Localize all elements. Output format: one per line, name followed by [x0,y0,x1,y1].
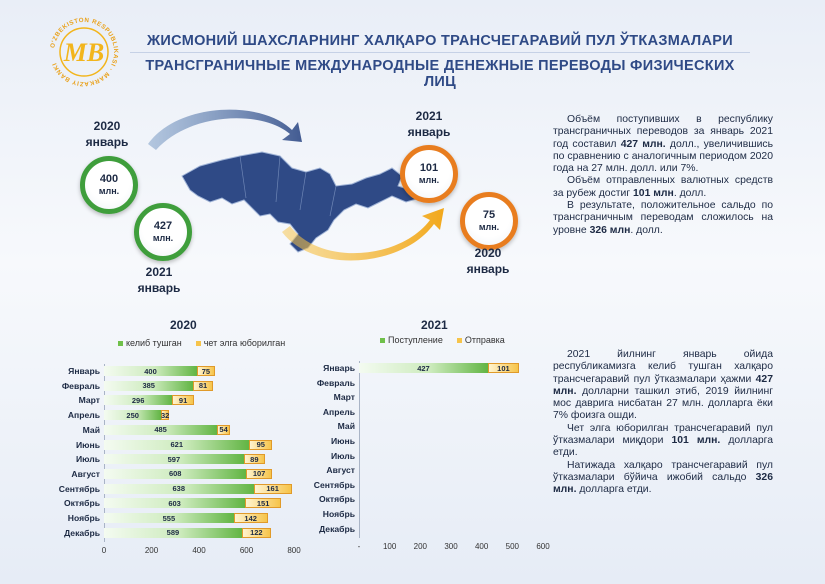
category-label: Сентябрь [313,479,355,490]
x-tick-label: 600 [536,542,550,552]
x-tick-label: 100 [382,542,397,552]
category-label: Апрель [67,410,100,421]
chart-2020-legend: келиб тушган чет элга юборилган [118,338,285,348]
bar-income: 296 [104,395,175,406]
bar-outflow: 142 [233,513,268,523]
bar-outflow: 89 [243,454,265,465]
category-label: Март [78,395,100,406]
title-russian: ТРАНСГРАНИЧНЫЕ МЕЖДУНАРОДНЫЕ ДЕНЕЖНЫЕ ПЕ… [145,58,735,90]
arrow-top-icon [148,109,302,150]
arrow-bottom-icon [282,208,444,261]
bar-income: 621 [104,439,252,450]
category-label: Март [333,392,355,403]
category-label: Ноябрь [67,513,100,523]
bar-income: 638 [104,483,256,494]
category-label: Сентябрь [58,483,100,494]
bar-income: 385 [104,380,196,391]
bar-income: 589 [104,527,244,538]
legend-swatch-green [380,338,385,344]
x-tick-label: - [357,542,361,552]
legend-swatch-yellow [195,341,201,347]
x-tick-label: 400 [474,542,489,552]
category-label: Декабрь [64,527,100,538]
x-tick-label: 400 [192,546,206,556]
category-label: Апрель [322,406,355,417]
summary-text-russian: Объём поступивших в республику трансгран… [553,114,773,236]
bar-income: 555 [104,513,236,523]
category-label: Февраль [61,380,100,391]
x-tick-label: 300 [444,542,458,552]
x-tick-label: 500 [505,542,520,552]
circle-outflow-2020: 75 млн. [460,192,518,250]
central-bank-logo: O'ZBEKISTON RESPUBLIKASI · MARKAZIY BANK… [49,17,118,87]
circle-income-2020: 400 млн. [80,156,138,214]
category-label: Февраль [316,377,355,388]
x-tick-label: 0 [101,546,107,556]
x-tick-label: 800 [287,546,301,556]
category-label: Август [71,468,100,479]
summary-text-uzbek: 2021 йилнинг январь ойида республикамизг… [553,349,773,496]
category-label: Декабрь [319,523,355,534]
legend-item-income: келиб тушган [118,338,182,348]
x-tick-label: 200 [413,542,428,552]
chart-2021-title: 2021 [421,318,448,332]
legend-item-outflow-ru: Отправка [456,335,505,345]
bar-outflow: 151 [245,498,282,509]
legend-swatch-green [118,341,123,347]
bar-income: 427 [359,363,490,373]
category-label: Январь [323,363,355,373]
bar-outflow: 101 [487,363,519,373]
bar-outflow: 91 [172,395,194,406]
category-label: Июнь [331,436,355,446]
chart-2020-title: 2020 [170,318,197,332]
category-label: Июнь [76,439,100,450]
legend-swatch-yellow [456,338,462,344]
label-2020-january-bottom-right: 2020 январь [466,246,510,277]
bar-outflow: 81 [193,380,213,391]
category-label: Октябрь [318,494,355,505]
bar-income: 608 [104,468,249,479]
circle-outflow-2021: 101 млн. [400,145,458,203]
category-label: Май [337,421,355,432]
bar-outflow: 54 [217,424,230,435]
legend-item-income-ru: Поступление [380,335,443,345]
category-label: Июль [75,454,100,465]
header-divider [130,52,750,53]
category-label: Май [82,424,100,435]
label-2021-january-top-right: 2021 январь [407,109,451,140]
x-tick-label: 600 [239,546,254,556]
category-label: Август [326,465,355,476]
bar-outflow: 32 [161,410,170,421]
chart-axis-line [359,361,360,539]
category-label: Ноябрь [322,509,355,519]
uzbekistan-map [148,109,444,261]
bar-income: 485 [104,424,220,435]
svg-text:MB: MB [63,38,104,67]
title-uzbek: ЖИСМОНИЙ ШАХСЛАРНИНГ ХАЛҚАРО ТРАНСЧЕГАРА… [146,33,733,49]
map-region-lines [239,155,337,217]
bar-income: 250 [104,410,164,421]
category-label: Июль [330,450,355,461]
legend-item-outflow: чет элга юборилган [195,338,285,348]
bar-outflow: 95 [249,439,273,450]
bar-outflow: 75 [197,366,215,376]
bar-outflow: 161 [253,483,292,494]
chart-2021-legend: Поступление Отправка [380,335,505,345]
x-tick-label: 200 [144,546,159,556]
category-label: Январь [68,366,100,376]
bar-income: 597 [104,454,246,465]
label-2020-january-top-left: 2020 январь [85,119,129,150]
bar-outflow: 107 [246,468,272,479]
bar-income: 603 [104,498,248,509]
bar-outflow: 122 [241,527,271,538]
chart-axis-line [104,364,105,543]
circle-income-2021: 427 млн. [134,203,192,261]
bar-income: 400 [104,366,199,376]
label-2021-january-bottom-left: 2021 январь [137,265,181,296]
category-label: Октябрь [63,498,100,509]
